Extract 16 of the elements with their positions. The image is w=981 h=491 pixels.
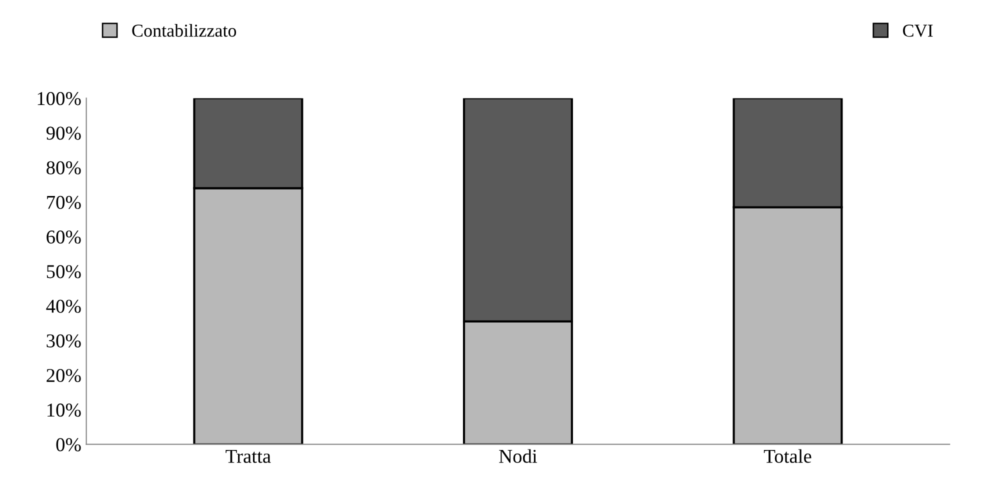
y-tick-label: 70% [47,196,81,210]
x-tick-label: Tratta [226,450,271,463]
y-tick-label: 100% [38,92,81,106]
y-tick-label: 10% [48,404,81,417]
legend-label: Contabilizzato [132,24,236,37]
legend-label: CVI [903,24,933,37]
y-tick-label: 60% [46,230,81,244]
x-tick-label: Totale [764,449,812,463]
y-tick-label: 50% [46,265,81,278]
y-tick-label: 0% [56,438,81,452]
x-tick-label: Nodi [499,449,538,463]
y-tick-label: 20% [46,368,81,382]
y-tick-label: 30% [46,334,81,348]
y-tick-label: 80% [46,161,81,174]
y-tick-label: 40% [46,300,81,313]
y-tick-label: 90% [46,126,81,140]
